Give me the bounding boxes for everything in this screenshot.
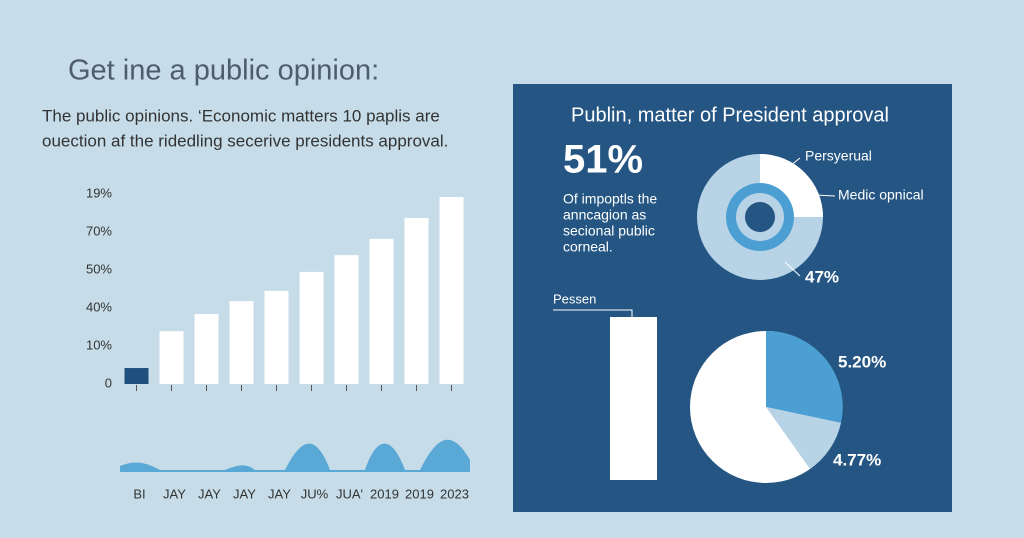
bar-label: Pessen (553, 291, 596, 306)
y-tick-label: 50% (86, 261, 112, 276)
bar (299, 271, 324, 384)
donut-label: Persyerual (805, 148, 872, 164)
subtitle: The public opinions. ‘Economic matters 1… (42, 106, 440, 125)
bar (439, 197, 464, 384)
donut-label: Medic opnical (838, 187, 924, 203)
big-number: 51% (563, 138, 643, 182)
bar (404, 217, 429, 384)
donut-hole (745, 202, 775, 232)
leader (784, 157, 801, 171)
description: corneal. (563, 239, 613, 255)
title: Get ine a public opinion: (68, 55, 379, 87)
x-tick-label: JU% (301, 486, 329, 501)
pie-slice (766, 407, 841, 469)
bar (229, 301, 254, 384)
y-tick-label: 70% (86, 223, 112, 238)
panel-bar (610, 317, 657, 480)
y-tick-label: 10% (86, 337, 112, 352)
x-tick-label: JUA' (336, 486, 363, 501)
leader (814, 194, 836, 197)
y-tick-label: 40% (86, 299, 112, 314)
description: secional public (563, 223, 655, 239)
donut-label: 47% (805, 267, 839, 286)
description: anncagion as (563, 207, 646, 223)
bar (369, 238, 394, 384)
bar (124, 368, 149, 384)
leader (553, 309, 633, 317)
leader (784, 261, 801, 277)
y-tick-label: 19% (86, 185, 112, 200)
x-tick-label: JAY (268, 486, 291, 501)
bar (334, 255, 359, 384)
wave-decoration (120, 439, 470, 472)
x-tick-label: JAY (163, 486, 186, 501)
panel-title: Publin, matter of President approval (571, 104, 889, 126)
bar (194, 314, 219, 384)
pie-label: 4.77% (833, 450, 881, 469)
x-tick-label: 2023 (440, 486, 469, 501)
subtitle: ouection af the ridedling secerive presi… (42, 131, 448, 150)
x-tick-label: JAY (233, 486, 256, 501)
pie-slice (766, 330, 843, 423)
description: Of impoptls the (563, 191, 657, 207)
x-tick-label: BI (133, 486, 145, 501)
bar (264, 290, 289, 384)
x-tick-label: JAY (198, 486, 221, 501)
pie-label: 5.20% (838, 352, 886, 371)
x-tick-label: 2019 (370, 486, 399, 501)
y-tick-label: 0 (105, 375, 112, 390)
x-tick-label: 2019 (405, 486, 434, 501)
bar (159, 331, 184, 384)
